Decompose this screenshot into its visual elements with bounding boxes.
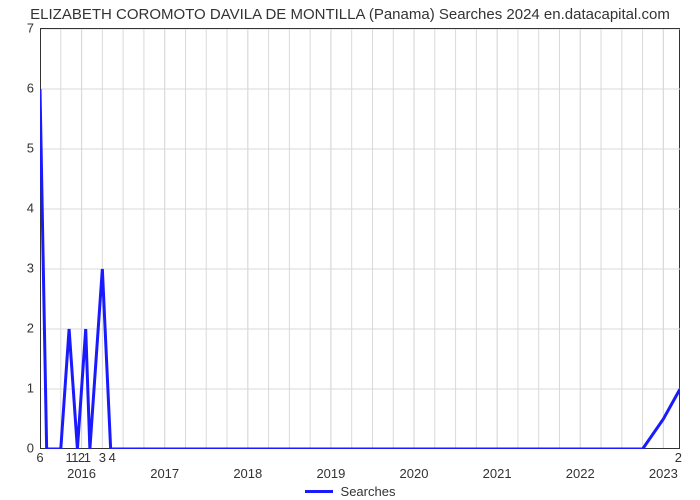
data-point-label: 3: [99, 450, 106, 465]
y-tick-label: 1: [4, 381, 34, 396]
y-tick-label: 7: [4, 21, 34, 36]
legend-label: Searches: [341, 484, 396, 499]
chart-title: ELIZABETH COROMOTO DAVILA DE MONTILLA (P…: [0, 6, 700, 23]
legend: Searches: [0, 484, 700, 499]
plot-svg: [40, 29, 680, 449]
x-tick-label: 2016: [67, 466, 96, 481]
legend-swatch: [305, 490, 333, 493]
y-tick-label: 5: [4, 141, 34, 156]
data-point-label: 2: [675, 450, 682, 465]
line-chart: ELIZABETH COROMOTO DAVILA DE MONTILLA (P…: [0, 0, 700, 500]
data-point-label: 6: [36, 450, 43, 465]
x-tick-label: 2021: [483, 466, 512, 481]
x-tick-label: 2020: [400, 466, 429, 481]
x-tick-label: 2018: [233, 466, 262, 481]
y-tick-label: 6: [4, 81, 34, 96]
y-tick-label: 4: [4, 201, 34, 216]
x-tick-label: 2019: [316, 466, 345, 481]
y-tick-label: 2: [4, 321, 34, 336]
x-tick-label: 2022: [566, 466, 595, 481]
plot-area: [40, 28, 680, 448]
data-point-label: 1: [84, 450, 91, 465]
x-tick-label: 2017: [150, 466, 179, 481]
y-tick-label: 0: [4, 441, 34, 456]
x-tick-label: 2023: [649, 466, 678, 481]
y-tick-label: 3: [4, 261, 34, 276]
data-point-label: 4: [109, 450, 116, 465]
